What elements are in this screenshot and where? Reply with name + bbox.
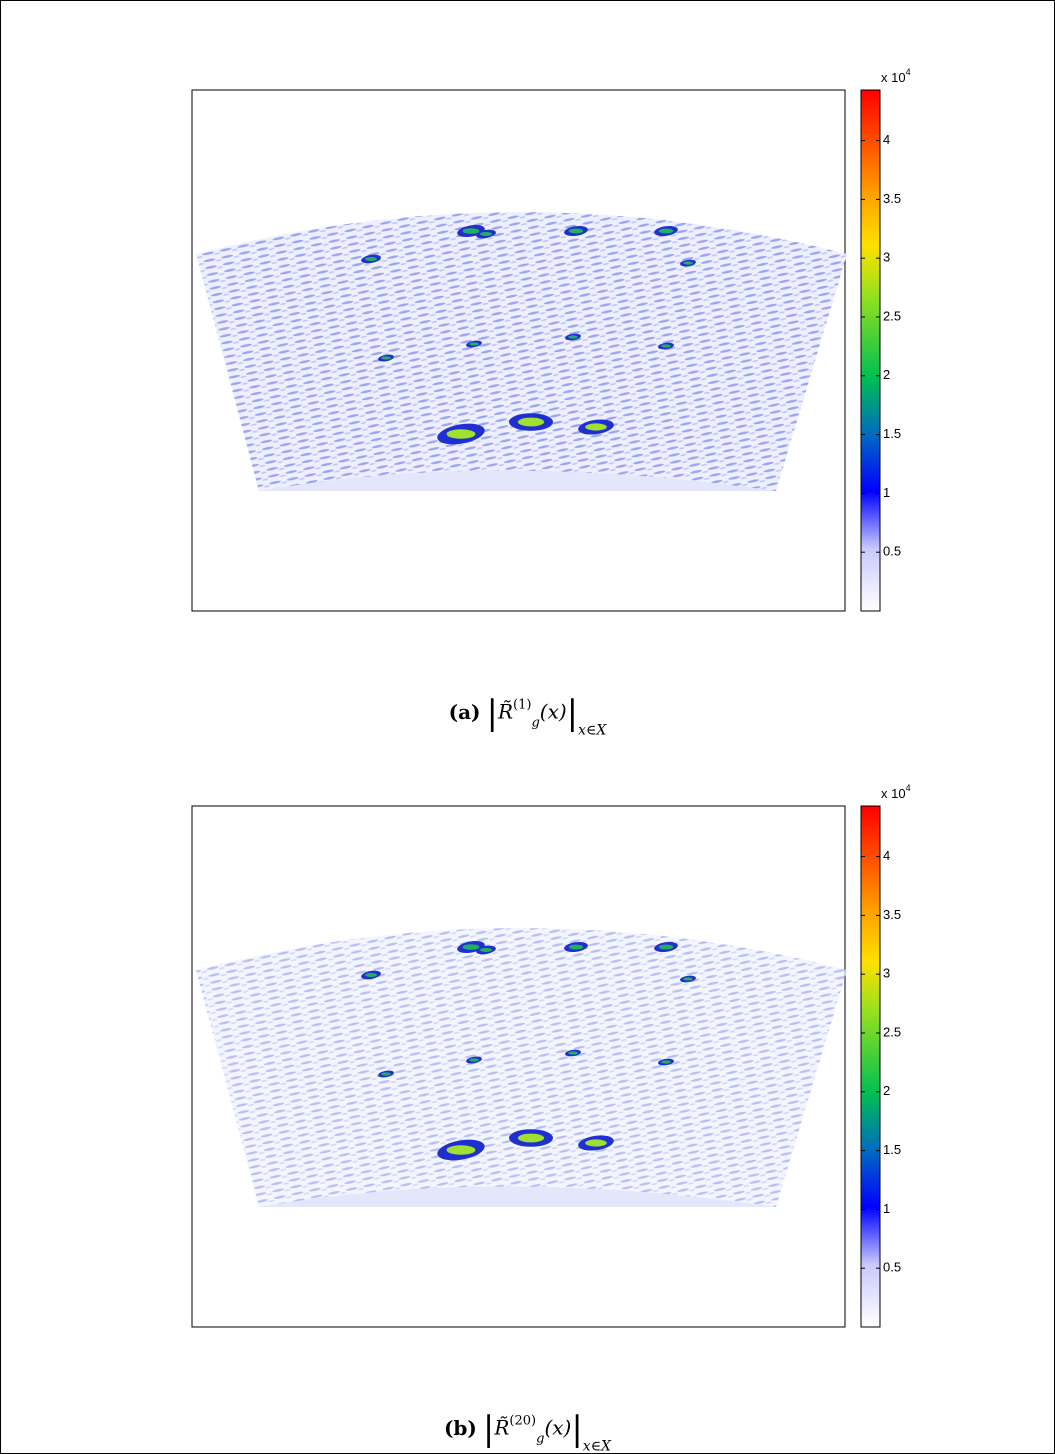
colorbar-tick-label: 1 bbox=[883, 1201, 890, 1216]
superscript: (20) bbox=[509, 1413, 537, 1429]
hotspot-core bbox=[446, 429, 476, 439]
colorbar bbox=[860, 805, 881, 1328]
hotspot-core bbox=[517, 1133, 545, 1143]
multiplier-base: x 10 bbox=[881, 786, 906, 801]
colorbar-tick-label: 3 bbox=[883, 966, 890, 981]
colorbar-multiplier: x 104 bbox=[881, 67, 911, 85]
colorbar-tick-label: 3.5 bbox=[883, 907, 901, 922]
colorbar-tick-label: 4 bbox=[883, 848, 890, 863]
hotspot-core bbox=[585, 1139, 607, 1147]
hotspot-core bbox=[462, 944, 480, 950]
hotspot-core bbox=[661, 1060, 671, 1064]
subscript: g bbox=[531, 715, 540, 731]
hotspot-core bbox=[462, 228, 480, 234]
hotspot-core bbox=[661, 344, 671, 348]
caption-label: (b) bbox=[443, 1415, 477, 1440]
hotspot-core bbox=[381, 356, 391, 360]
hotspot-core bbox=[365, 973, 377, 977]
argument: (x) bbox=[539, 699, 567, 724]
colorbar-tick-label: 2.5 bbox=[883, 1024, 901, 1039]
superscript: (1) bbox=[513, 697, 532, 713]
hotspot-core bbox=[568, 335, 578, 339]
colorbar-tick-label: 0.5 bbox=[883, 544, 901, 559]
colorbar-tick-label: 3 bbox=[883, 250, 890, 265]
colorbar-tick-label: 1 bbox=[883, 485, 890, 500]
colorbar-tick-label: 1.5 bbox=[883, 1142, 901, 1157]
argument: (x) bbox=[544, 1415, 572, 1440]
hotspot-core bbox=[568, 944, 584, 950]
colorbar-tick-label: 1.5 bbox=[883, 426, 901, 441]
colorbar-tick-label: 0.5 bbox=[883, 1260, 901, 1275]
hotspot-core bbox=[469, 1058, 479, 1062]
evaluation-range: x∈X bbox=[582, 1438, 612, 1454]
colorbar-tick-label: 4 bbox=[883, 132, 890, 147]
hotspot-core bbox=[683, 261, 693, 265]
hotspot-core bbox=[568, 228, 584, 234]
caption: (b) |R̃(20)g(x)|x∈X bbox=[1, 1409, 1054, 1454]
colorbar-tick-label: 3.5 bbox=[883, 191, 901, 206]
evaluation-range: x∈X bbox=[578, 722, 607, 739]
hotspot-core bbox=[469, 342, 479, 346]
colorbar-tick-label: 2 bbox=[883, 1083, 890, 1098]
hotspot-core bbox=[381, 1072, 391, 1076]
colorbar-tick-label: 2.5 bbox=[883, 308, 901, 323]
multiplier-exponent: 4 bbox=[906, 783, 911, 793]
colorbar-tick-label: 2 bbox=[883, 367, 890, 382]
bracket: | bbox=[486, 693, 498, 733]
symbol: R̃ bbox=[494, 1415, 510, 1440]
bracket: | bbox=[571, 1409, 583, 1449]
hotspot-core bbox=[568, 1051, 578, 1055]
hotspot-core bbox=[683, 977, 693, 981]
colorbar bbox=[860, 89, 881, 612]
caption-label: (a) bbox=[448, 699, 481, 724]
caption: (a) |R̃(1)g(x)|x∈X bbox=[1, 693, 1054, 739]
bracket: | bbox=[566, 693, 579, 733]
hotspot-core bbox=[585, 423, 607, 431]
colorbar-multiplier: x 104 bbox=[881, 783, 911, 801]
image-base bbox=[259, 470, 776, 491]
bracket: | bbox=[482, 1409, 495, 1449]
image-region bbox=[196, 212, 847, 491]
hotspot-core bbox=[365, 257, 377, 261]
hotspot-core bbox=[658, 228, 674, 234]
hotspot-core bbox=[480, 232, 492, 236]
image-base bbox=[259, 1186, 776, 1207]
multiplier-exponent: 4 bbox=[906, 67, 911, 77]
subscript: g bbox=[536, 1431, 545, 1447]
multiplier-base: x 10 bbox=[881, 70, 906, 85]
image-region bbox=[196, 928, 847, 1207]
hotspot-core bbox=[480, 948, 492, 952]
symbol: R̃ bbox=[497, 699, 514, 724]
hotspot-core bbox=[658, 944, 674, 950]
hotspot-core bbox=[517, 417, 545, 427]
hotspot-core bbox=[446, 1145, 476, 1155]
